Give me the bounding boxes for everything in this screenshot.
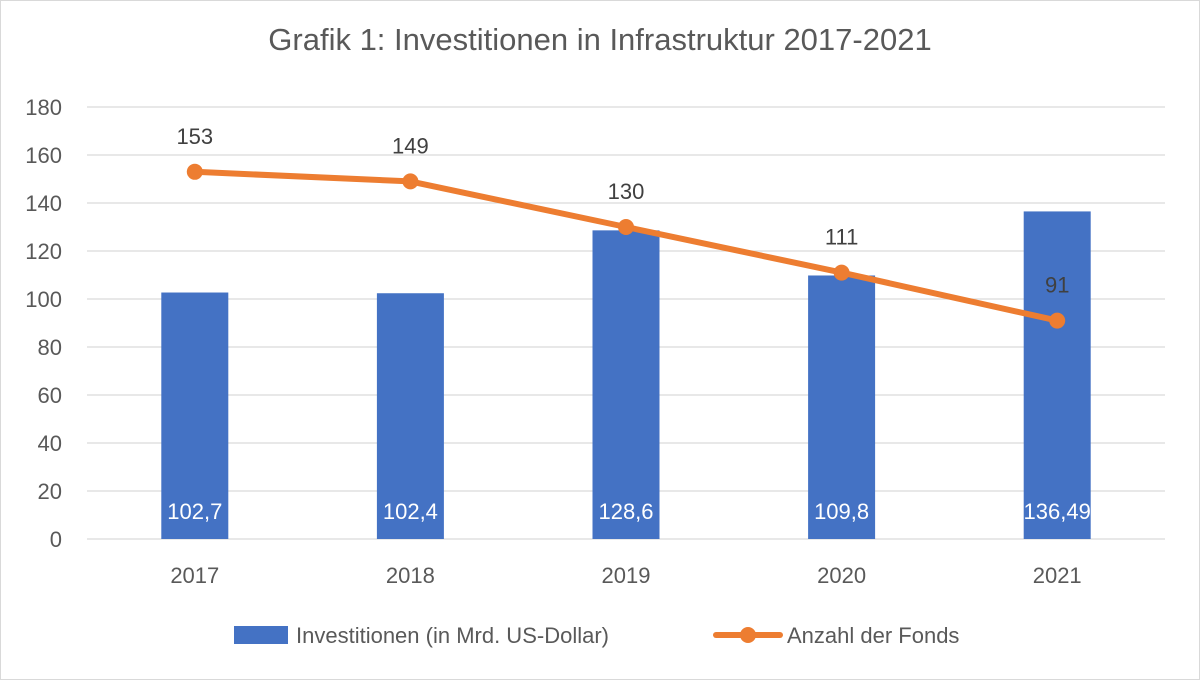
bar-data-label: 136,49 [1024, 499, 1091, 524]
y-tick-label: 60 [38, 383, 62, 408]
y-tick-label: 100 [25, 287, 62, 312]
line-point [1049, 312, 1066, 329]
legend-label-bar: Investitionen (in Mrd. US-Dollar) [296, 623, 609, 648]
legend-swatch-bar [234, 626, 288, 644]
bar [592, 230, 660, 540]
line-point [402, 173, 419, 190]
line-data-label: 153 [176, 124, 213, 149]
line-data-label: 130 [608, 179, 645, 204]
chart-title: Grafik 1: Investitionen in Infrastruktur… [268, 22, 932, 57]
bar [808, 275, 876, 539]
x-tick-label: 2020 [817, 563, 866, 588]
bar-data-label: 128,6 [598, 499, 653, 524]
y-tick-label: 120 [25, 239, 62, 264]
line-point [186, 163, 203, 180]
bar-data-label: 102,4 [383, 499, 438, 524]
x-tick-label: 2021 [1033, 563, 1082, 588]
y-tick-label: 40 [38, 431, 62, 456]
bar-data-label: 102,7 [167, 499, 222, 524]
bar [376, 293, 444, 539]
legend-label-line: Anzahl der Fonds [787, 623, 959, 648]
x-tick-label: 2018 [386, 563, 435, 588]
line-point [618, 219, 634, 235]
line-data-label: 149 [392, 133, 429, 158]
x-tick-label: 2017 [170, 563, 219, 588]
y-tick-label: 160 [25, 143, 62, 168]
x-tick-label: 2019 [602, 563, 651, 588]
bar [1023, 211, 1091, 539]
y-tick-label: 20 [38, 479, 62, 504]
y-tick-label: 180 [25, 95, 62, 120]
y-tick-label: 140 [25, 191, 62, 216]
legend-swatch-marker [740, 627, 756, 643]
bar-data-label: 109,8 [814, 499, 869, 524]
line-data-label: 111 [825, 225, 858, 250]
line-data-label: 91 [1045, 273, 1069, 298]
line-point [833, 264, 850, 281]
y-tick-label: 0 [50, 527, 62, 552]
y-tick-label: 80 [38, 335, 62, 360]
bar [161, 292, 229, 539]
